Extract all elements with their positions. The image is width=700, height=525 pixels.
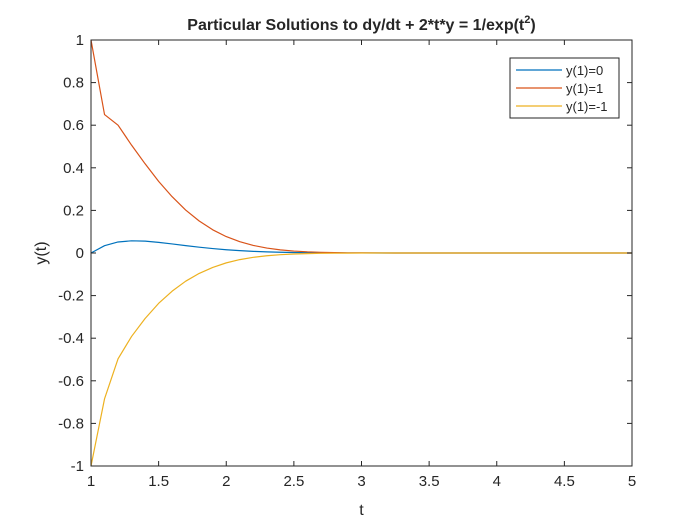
legend-label-1: y(1)=0 [566, 63, 603, 78]
y-axis-label: y(t) [33, 241, 50, 264]
series-layer [90, 39, 632, 467]
y-tick-label: 1 [76, 32, 84, 49]
legend-label-3: y(1)=-1 [566, 99, 608, 114]
y-tick-label: 0 [76, 245, 84, 262]
x-tick-label: 1 [87, 473, 95, 490]
x-tick-label: 2.5 [283, 473, 304, 490]
legend-label-2: y(1)=1 [566, 81, 603, 96]
y-tick-label: 0.2 [63, 202, 84, 219]
x-tick-label: 4 [493, 473, 501, 490]
x-tick-label: 3.5 [419, 473, 440, 490]
ticks-layer: 1 1.5 2 2.5 3 3.5 4 4.5 5 -1 -0.8 -0.6 -0.4 -0.2 0 0.2 0… [58, 32, 636, 490]
x-tick-label: 4.5 [554, 473, 575, 490]
y-tick-label: -0.6 [58, 373, 84, 390]
y-tick-label: -0.4 [58, 330, 84, 347]
y-tick-label: 0.4 [63, 160, 84, 177]
x-tick-label: 1.5 [148, 473, 169, 490]
y-tick-label: 0.8 [63, 75, 84, 92]
x-tick-label: 5 [628, 473, 636, 490]
x-tick-label: 3 [357, 473, 365, 490]
y-tick-label: -0.8 [58, 415, 84, 432]
chart-title-superscript: 2 [524, 14, 530, 26]
x-axis-label: t [359, 502, 364, 519]
y-tick-label: -0.2 [58, 288, 84, 305]
chart-title-suffix: ) [530, 17, 535, 34]
x-tick-label: 2 [222, 473, 230, 490]
chart-title-prefix: Particular Solutions to dy/dt + 2*t*y = … [187, 17, 525, 34]
chart-title: Particular Solutions to dy/dt + 2*t*y = … [187, 14, 535, 34]
legend: y(1)=0 y(1)=1 y(1)=-1 [509, 57, 620, 119]
series-line-3 [90, 252, 632, 467]
y-tick-label: 0.6 [63, 117, 84, 134]
y-tick-label: -1 [71, 458, 84, 475]
